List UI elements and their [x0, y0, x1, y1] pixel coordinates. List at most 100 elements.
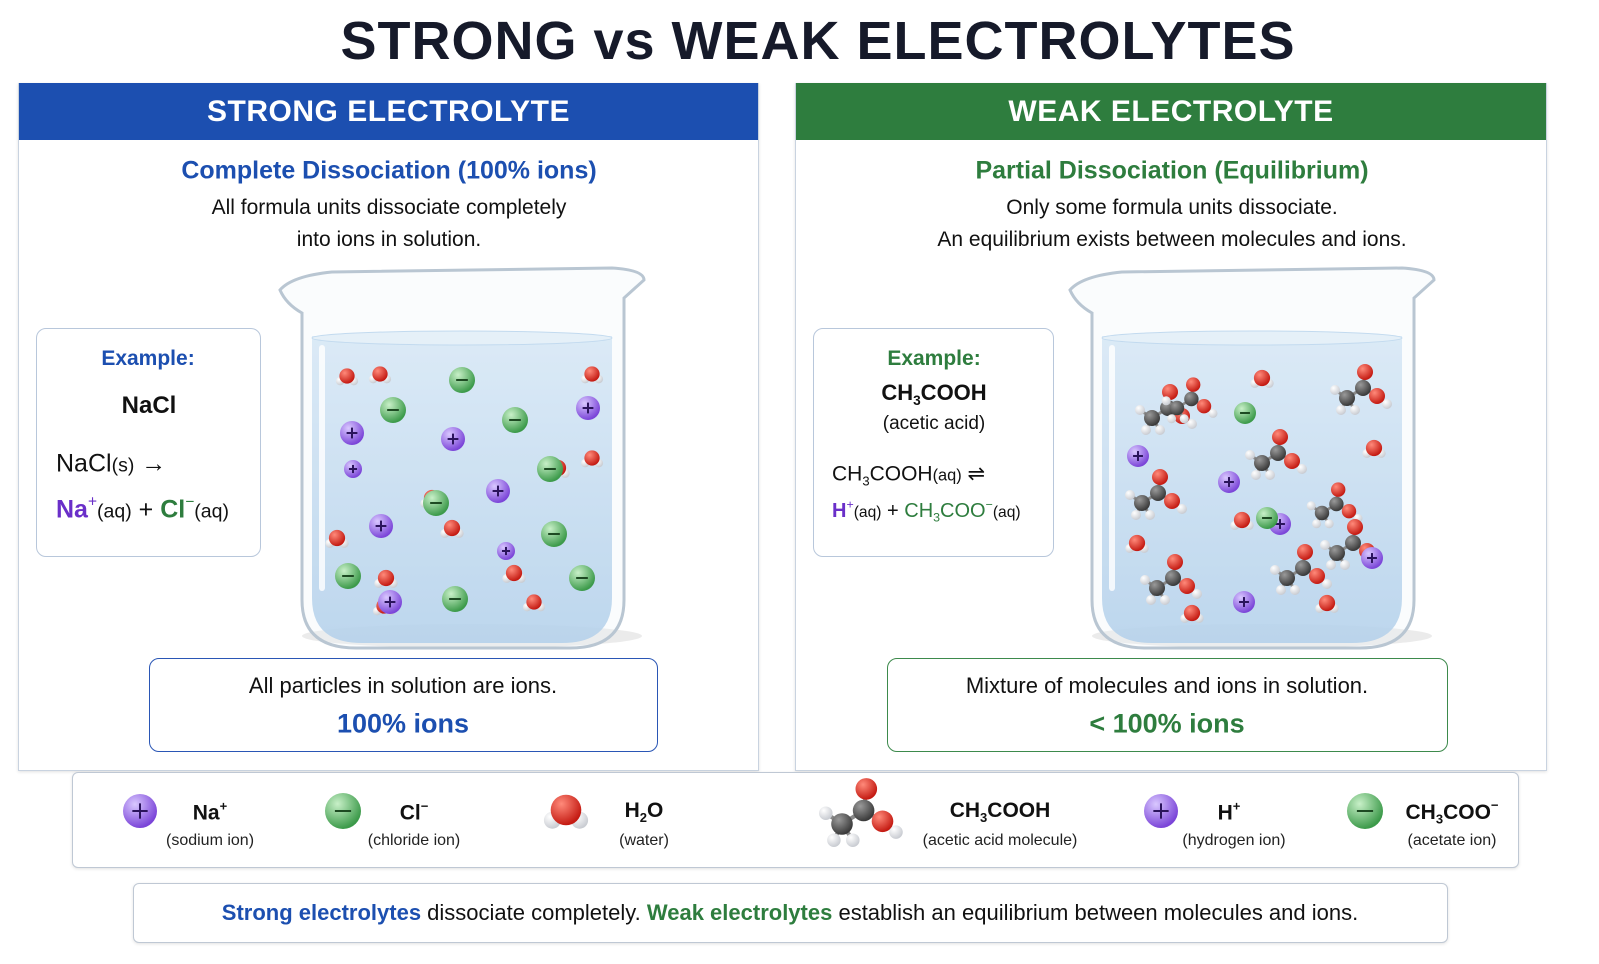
cation: [1127, 445, 1149, 467]
hydrogen: [1161, 396, 1171, 406]
carbon: [1144, 410, 1160, 426]
formula: CH: [904, 500, 934, 523]
summary-box: [887, 658, 1448, 752]
anion: [442, 586, 468, 612]
state: (aq): [97, 500, 132, 523]
oxygen: [550, 794, 582, 826]
acetic-acid-molecule: [819, 778, 903, 847]
formula: COOH: [869, 462, 933, 486]
hydrogen: [827, 833, 841, 847]
formula: Na: [56, 495, 88, 524]
carbon: [831, 813, 853, 835]
water-surface: [311, 330, 613, 346]
anion: [569, 565, 595, 591]
formula: CH: [949, 799, 981, 823]
formula: O: [647, 799, 664, 823]
anion: [335, 563, 361, 589]
water-molecule: [374, 569, 398, 588]
formula: COO: [940, 500, 986, 523]
cation: [497, 542, 515, 560]
acetic-acid-molecule: [1140, 554, 1202, 605]
charge: +: [87, 493, 98, 511]
hydrogen: [1265, 470, 1275, 480]
hydrogen: [1290, 585, 1300, 595]
legend-caption: (chloride ion): [367, 832, 461, 849]
state: (aq): [853, 504, 882, 522]
oxygen: [1272, 429, 1288, 445]
hydrogen: [1320, 540, 1330, 550]
hydrogen: [1340, 560, 1350, 570]
oxygen: [1284, 453, 1300, 469]
oxygen: [855, 778, 878, 800]
anion: [1347, 793, 1383, 829]
cation: [1361, 547, 1383, 569]
hydrogen: [1251, 470, 1261, 480]
carbon: [1270, 445, 1286, 461]
oxygen: [584, 450, 600, 466]
oxygen: [505, 564, 523, 582]
hydrogen: [1187, 419, 1197, 429]
formula: COOH: [987, 799, 1051, 823]
legend-caption: (acetic acid molecule): [922, 832, 1078, 849]
hydrogen: [1322, 579, 1332, 589]
oxygen: [1128, 534, 1146, 552]
hydrogen: [1140, 575, 1150, 585]
charge: +: [1232, 798, 1241, 814]
beaker: [1068, 266, 1436, 650]
anion: [423, 490, 449, 516]
hydrogen: [889, 825, 903, 839]
water-molecule: [335, 368, 359, 386]
carbon: [1314, 505, 1330, 521]
equation-line: CH3COOH(aq) ⇌: [832, 462, 985, 489]
hydrogen: [1131, 510, 1141, 520]
beaker: [278, 266, 646, 650]
oxygen: [372, 366, 388, 382]
hydrogen: [1324, 519, 1334, 529]
footer-strong: Strong electrolytes: [221, 900, 422, 925]
oxygen: [526, 594, 542, 610]
water-molecule: [1315, 594, 1339, 613]
oxygen: [328, 529, 346, 547]
hydrogen: [1179, 414, 1189, 424]
anion: [380, 397, 406, 423]
anion: [1256, 507, 1278, 529]
carbon: [1254, 455, 1270, 471]
carbon: [1279, 570, 1295, 586]
cation: [1144, 794, 1178, 828]
oxygen: [443, 519, 461, 537]
oxygen: [1186, 377, 1201, 392]
water-molecule: [1250, 369, 1274, 388]
oxygen: [1369, 388, 1385, 404]
oxygen: [1152, 469, 1168, 485]
cation: [369, 514, 393, 538]
subscript: 3: [933, 510, 941, 525]
summary-text: All particles in solution are ions.: [248, 673, 558, 698]
hydrogen: [1350, 405, 1360, 415]
hydrogen: [1312, 519, 1322, 529]
legend-symbol: H2O: [625, 799, 664, 825]
formula: Cl: [160, 495, 186, 524]
carbon: [1329, 545, 1345, 561]
carbon: [1134, 495, 1150, 511]
formula: H: [832, 500, 847, 523]
hydrogen: [1330, 385, 1340, 395]
legend-symbol: Cl−: [400, 798, 429, 825]
formula: Cl: [399, 801, 421, 825]
example-name: NaCl: [121, 392, 177, 419]
oxygen: [1164, 493, 1180, 509]
cation: [123, 794, 157, 828]
legend-symbol: H+: [1218, 798, 1241, 825]
cation: [1233, 591, 1255, 613]
legend-symbol: CH3COO−: [1405, 798, 1498, 827]
example-label: Example:: [887, 347, 981, 370]
summary-highlight: < 100% ions: [1089, 708, 1245, 739]
anion: [325, 793, 361, 829]
acetic-acid-molecule: [1245, 429, 1307, 480]
footer-text: Strong electrolytes dissociate completel…: [222, 900, 1358, 926]
arrow: ⇌: [967, 462, 986, 486]
description-line: An equilibrium exists between molecules …: [937, 228, 1407, 251]
hydrogen: [1326, 560, 1336, 570]
hydrogen: [1146, 595, 1156, 605]
oxygen: [1162, 384, 1178, 400]
